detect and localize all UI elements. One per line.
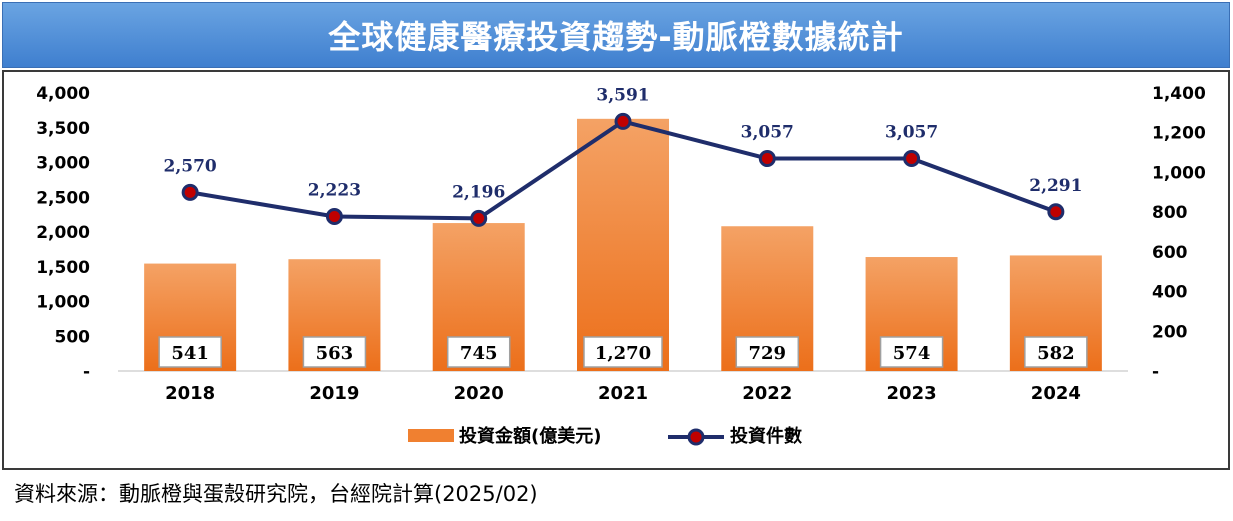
bar-value-label: 1,270 (595, 343, 651, 364)
right-axis-tick: 1,400 (1152, 84, 1206, 104)
line-value-label: 2,196 (452, 182, 505, 202)
line-value-label: 3,057 (885, 123, 938, 143)
title-bar: 全球健康醫療投資趨勢-動脈橙數據統計 (2, 2, 1230, 68)
category-label: 2023 (887, 383, 937, 404)
category-label: 2024 (1031, 383, 1081, 404)
bar-value-box (735, 336, 800, 368)
left-axis-tick: 2,000 (36, 223, 90, 243)
left-axis-tick: 500 (55, 327, 91, 347)
line-point (181, 183, 199, 201)
line-point (325, 208, 343, 226)
right-axis-tick: - (1152, 362, 1159, 382)
category-label: 2021 (598, 383, 648, 404)
bar-value-label: 574 (893, 343, 931, 364)
bar (577, 118, 669, 371)
left-axis-tick: 3,500 (36, 119, 90, 139)
bar-value-box (1024, 336, 1088, 368)
line-point (1047, 203, 1065, 221)
category-label: 2020 (454, 383, 504, 404)
bar-value-label: 541 (171, 343, 209, 364)
line-point (758, 150, 776, 168)
bar-value-label: 563 (316, 343, 354, 364)
left-axis-tick: 1,500 (36, 258, 90, 278)
line-value-label: 2,223 (308, 181, 361, 201)
legend-line-label: 投資件數 (730, 425, 802, 447)
category-label: 2018 (165, 383, 215, 404)
bar-value-label: 729 (748, 343, 786, 364)
bar-value-box (446, 336, 511, 368)
right-axis-tick: 400 (1152, 283, 1188, 303)
bar-value-box (302, 336, 367, 368)
category-label: 2022 (742, 383, 792, 404)
bar-value-box (158, 336, 222, 368)
right-axis-tick: 600 (1152, 243, 1188, 263)
bar-value-box (879, 336, 944, 368)
right-axis-tick: 1,000 (1152, 163, 1206, 183)
bar-value-label: 745 (460, 343, 498, 364)
category-label: 2019 (309, 383, 359, 404)
right-axis-tick: 1,200 (1152, 124, 1206, 144)
line-value-label: 2,291 (1029, 176, 1082, 196)
left-axis-tick: 1,000 (36, 293, 90, 313)
chart-title: 全球健康醫療投資趨勢-動脈橙數據統計 (328, 18, 904, 56)
left-axis-tick: - (83, 362, 90, 382)
line-point (470, 209, 488, 227)
right-axis-tick: 200 (1152, 322, 1188, 342)
line-value-label: 3,057 (741, 123, 794, 143)
left-axis-tick: 2,500 (36, 188, 90, 208)
line-value-label: 3,591 (596, 85, 649, 105)
bar-value-box (583, 336, 663, 368)
left-axis-tick: 3,000 (36, 154, 90, 174)
source-note: 資料來源：動脈橙與蛋殼研究院，台經院計算(2025/02) (14, 482, 538, 506)
line-point (614, 112, 632, 130)
left-axis-tick: 4,000 (36, 84, 90, 104)
legend-bar-swatch (408, 429, 454, 442)
legend-bar-label: 投資金額(億美元) (459, 425, 601, 447)
legend-line-marker (687, 428, 705, 446)
bar-value-label: 582 (1037, 343, 1075, 364)
line-value-label: 2,570 (164, 156, 217, 176)
right-axis-tick: 800 (1152, 203, 1188, 223)
line-point (903, 150, 921, 168)
